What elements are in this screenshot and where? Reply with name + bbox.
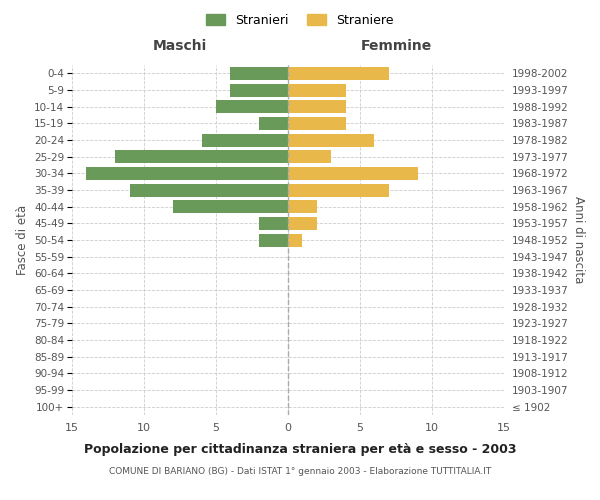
Bar (259, 234, 288, 246)
Bar (230, 67, 288, 80)
Bar (288, 67, 389, 80)
Bar (288, 184, 389, 196)
Text: Maschi: Maschi (153, 38, 207, 52)
Bar (173, 200, 288, 213)
Y-axis label: Anni di nascita: Anni di nascita (572, 196, 585, 284)
Bar (216, 100, 288, 113)
Bar (115, 150, 288, 163)
Bar (230, 84, 288, 96)
Bar (288, 167, 418, 180)
Bar (288, 217, 317, 230)
Bar (86, 167, 288, 180)
Bar (202, 134, 288, 146)
Bar (288, 84, 346, 96)
Bar (288, 234, 302, 246)
Bar (288, 117, 346, 130)
Bar (130, 184, 288, 196)
Bar (288, 150, 331, 163)
Text: Popolazione per cittadinanza straniera per età e sesso - 2003: Popolazione per cittadinanza straniera p… (84, 442, 516, 456)
Bar (288, 134, 374, 146)
Text: COMUNE DI BARIANO (BG) - Dati ISTAT 1° gennaio 2003 - Elaborazione TUTTITALIA.IT: COMUNE DI BARIANO (BG) - Dati ISTAT 1° g… (109, 468, 491, 476)
Bar (288, 200, 317, 213)
Text: Femmine: Femmine (361, 38, 431, 52)
Y-axis label: Fasce di età: Fasce di età (16, 205, 29, 275)
Legend: Stranieri, Straniere: Stranieri, Straniere (202, 8, 398, 32)
Bar (288, 100, 346, 113)
Bar (259, 217, 288, 230)
Bar (259, 117, 288, 130)
